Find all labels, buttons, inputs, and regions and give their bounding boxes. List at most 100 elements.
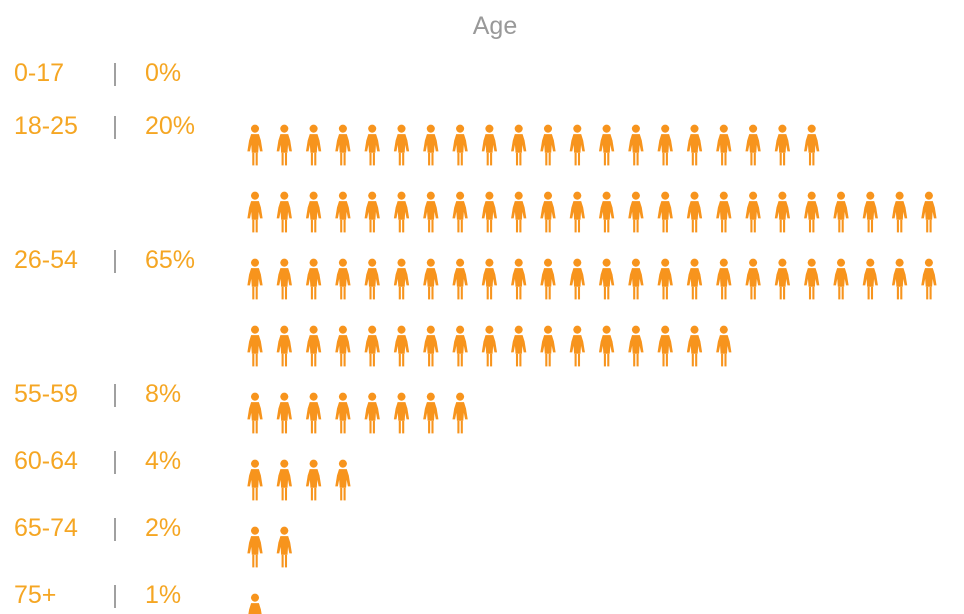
value-label: 2% xyxy=(145,513,182,542)
category-label: 75+ xyxy=(14,580,57,609)
row-label-0-17: 0-17 | 0% xyxy=(0,58,240,88)
person-icon xyxy=(276,392,292,434)
person-icon xyxy=(364,392,380,434)
category-label: 55-59 xyxy=(14,379,78,408)
person-icon xyxy=(335,325,351,367)
person-icon xyxy=(276,191,292,233)
person-icon xyxy=(423,258,439,300)
person-icon xyxy=(452,191,468,233)
value-label: 20% xyxy=(145,111,196,140)
person-icon xyxy=(569,325,585,367)
person-icon xyxy=(804,258,820,300)
person-icon xyxy=(247,258,263,300)
person-icon xyxy=(540,325,556,367)
person-icon xyxy=(657,191,673,233)
person-icon xyxy=(686,258,703,300)
person-icon xyxy=(774,124,791,166)
person-icon xyxy=(423,325,439,367)
person-icon xyxy=(657,124,673,166)
person-icon xyxy=(686,325,703,367)
person-icon xyxy=(921,258,937,300)
person-icon xyxy=(598,191,615,233)
person-icon xyxy=(716,325,732,367)
person-icon xyxy=(628,258,644,300)
person-icon xyxy=(891,191,908,233)
person-icon xyxy=(247,124,263,166)
person-icon xyxy=(686,191,703,233)
person-icon xyxy=(833,191,849,233)
person-icon xyxy=(335,392,351,434)
person-icon xyxy=(423,191,439,233)
person-icon xyxy=(247,593,263,614)
person-icon xyxy=(276,258,292,300)
category-label: 0-17 xyxy=(14,59,65,87)
person-icon xyxy=(862,258,878,300)
person-icon xyxy=(745,124,761,166)
person-icon xyxy=(452,325,468,367)
row-label-18-25: 18-25 | 20% xyxy=(0,111,240,141)
person-icon xyxy=(305,258,322,300)
separator: | xyxy=(111,513,119,542)
person-icon xyxy=(657,325,673,367)
person-icon xyxy=(335,258,351,300)
person-icon xyxy=(598,258,615,300)
person-icon xyxy=(335,191,351,233)
person-icon xyxy=(247,191,263,233)
person-icon xyxy=(247,526,263,568)
person-icon xyxy=(774,191,791,233)
row-label-60-64: 60-64 | 4% xyxy=(0,446,240,476)
person-icon xyxy=(335,459,351,501)
separator: | xyxy=(111,379,119,408)
person-icon xyxy=(305,325,322,367)
person-icon xyxy=(716,258,732,300)
person-icon xyxy=(481,124,498,166)
person-icon xyxy=(305,191,322,233)
person-icon xyxy=(364,124,380,166)
person-icon xyxy=(364,258,380,300)
category-label: 26-54 xyxy=(14,245,78,274)
person-icon xyxy=(247,325,263,367)
person-icon xyxy=(686,124,703,166)
separator: | xyxy=(111,245,119,274)
person-icon xyxy=(364,325,380,367)
separator: | xyxy=(111,59,119,87)
person-icon xyxy=(452,258,468,300)
person-icon xyxy=(598,325,615,367)
separator: | xyxy=(111,580,119,609)
person-icon xyxy=(540,124,556,166)
person-icon xyxy=(452,124,468,166)
person-icon xyxy=(481,325,498,367)
person-icon xyxy=(423,124,439,166)
person-icon xyxy=(393,392,410,434)
separator: | xyxy=(111,446,119,475)
person-icon xyxy=(511,325,527,367)
person-icon xyxy=(511,258,527,300)
person-icon xyxy=(305,124,322,166)
person-icon xyxy=(628,325,644,367)
person-icon xyxy=(598,124,615,166)
person-icon xyxy=(423,392,439,434)
person-icon xyxy=(481,258,498,300)
person-icon xyxy=(569,124,585,166)
person-icon xyxy=(745,191,761,233)
person-icon xyxy=(511,191,527,233)
person-icon xyxy=(393,124,410,166)
person-icon xyxy=(305,392,322,434)
person-icon xyxy=(745,258,761,300)
person-icon xyxy=(247,392,263,434)
person-icon xyxy=(540,258,556,300)
person-icon xyxy=(833,258,849,300)
person-icon xyxy=(716,124,732,166)
person-icon xyxy=(921,191,937,233)
person-icon xyxy=(276,325,292,367)
row-label-26-54: 26-54 | 65% xyxy=(0,245,240,275)
person-icon xyxy=(276,526,292,568)
row-label-55-59: 55-59 | 8% xyxy=(0,379,240,409)
row-label-75: 75+ | 1% xyxy=(0,580,240,610)
row-label-65-74: 65-74 | 2% xyxy=(0,513,240,543)
person-icon xyxy=(481,191,498,233)
value-label: 65% xyxy=(145,245,196,274)
value-label: 1% xyxy=(145,580,182,609)
person-icon xyxy=(276,124,292,166)
